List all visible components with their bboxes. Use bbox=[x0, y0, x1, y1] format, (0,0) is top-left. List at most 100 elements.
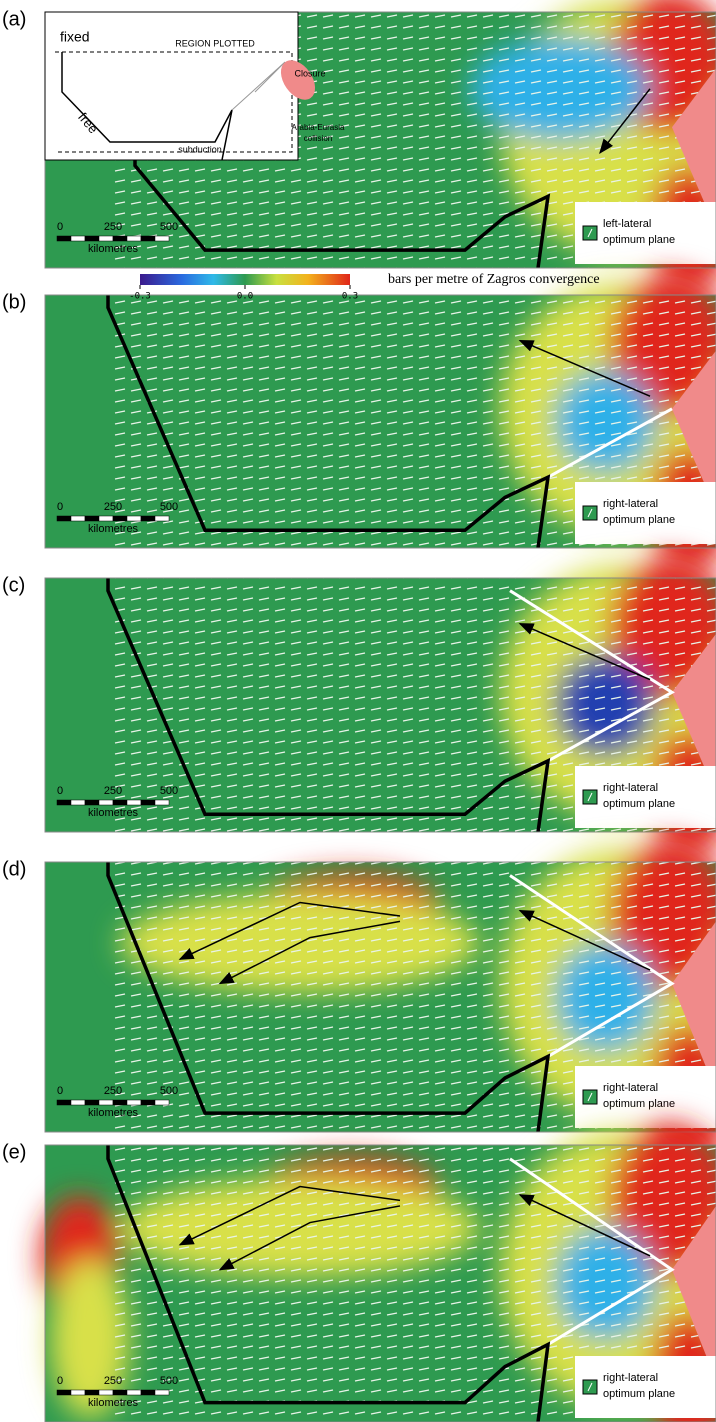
boundary bbox=[106, 1145, 551, 1422]
scale-label: 0 bbox=[57, 1085, 63, 1097]
scale-label: 0 bbox=[57, 785, 63, 797]
scale-segment bbox=[84, 1099, 100, 1106]
scale-segment bbox=[56, 799, 72, 806]
scale-segment bbox=[70, 515, 86, 522]
legend-box bbox=[575, 482, 716, 544]
closure-wedge bbox=[672, 350, 716, 511]
arrow bbox=[178, 901, 401, 960]
scale-label: 250 bbox=[104, 785, 122, 797]
scale-segment bbox=[154, 515, 170, 522]
inset-region bbox=[55, 51, 293, 153]
arrow bbox=[218, 920, 401, 985]
scale-segment bbox=[56, 1389, 72, 1396]
scale-segment bbox=[140, 1099, 156, 1106]
scale-segment bbox=[98, 235, 114, 242]
legend-text: right-lateral bbox=[603, 1372, 658, 1384]
arrow bbox=[599, 88, 651, 154]
scale-segment bbox=[140, 799, 156, 806]
panel-map: right-lateral optimum plane 0 250 500 kilomet… bbox=[40, 1122, 716, 1422]
closure-wedge bbox=[672, 1205, 716, 1381]
scale-segment bbox=[112, 799, 128, 806]
closure-wedge bbox=[672, 921, 716, 1092]
scale-segment bbox=[98, 1099, 114, 1106]
inset-free bbox=[61, 52, 233, 161]
scale-segment bbox=[70, 1099, 86, 1106]
arrow bbox=[518, 909, 651, 971]
scale-segment bbox=[126, 1099, 142, 1106]
fault-white bbox=[547, 407, 673, 479]
inset-text: collision bbox=[304, 134, 332, 143]
scale-segment bbox=[84, 799, 100, 806]
scale-segment bbox=[98, 1389, 114, 1396]
inset-wedge bbox=[280, 60, 316, 100]
scale-segment bbox=[140, 235, 156, 242]
legend-bar bbox=[587, 508, 593, 518]
scale-segment bbox=[154, 235, 170, 242]
scale-segment bbox=[112, 235, 128, 242]
scale-unit: kilometres bbox=[88, 1397, 139, 1409]
scale-segment bbox=[126, 515, 142, 522]
fault-white bbox=[509, 1157, 675, 1346]
scale-segment bbox=[70, 235, 86, 242]
legend-text: right-lateral bbox=[603, 782, 658, 794]
legend-text: optimum plane bbox=[603, 234, 675, 246]
legend-text: left-lateral bbox=[603, 218, 651, 230]
boundary bbox=[133, 152, 551, 269]
scale-segment bbox=[98, 515, 114, 522]
colorbar-label: bars per metre of Zagros convergence bbox=[388, 272, 600, 287]
scale-segment bbox=[56, 515, 72, 522]
panel-label: (e) bbox=[2, 1141, 26, 1163]
panel-map: right-lateral optimum plane 0 250 500 kilomet… bbox=[44, 840, 716, 1159]
scale-segment bbox=[154, 799, 170, 806]
closure-wedge bbox=[672, 633, 716, 794]
fault-white bbox=[509, 874, 675, 1058]
legend-bar bbox=[587, 792, 593, 802]
scale-unit: kilometres bbox=[88, 523, 139, 535]
scale-unit: kilometres bbox=[88, 243, 139, 255]
colorbar-tick-label: 0.3 bbox=[342, 292, 358, 302]
scale-segment bbox=[112, 1389, 128, 1396]
scale-segment bbox=[112, 515, 128, 522]
panel-frame bbox=[44, 577, 716, 833]
panel-label: (d) bbox=[2, 858, 26, 880]
arrow bbox=[218, 1205, 401, 1271]
scale-segment bbox=[126, 1389, 142, 1396]
inset-fault bbox=[231, 61, 286, 111]
scale-label: 0 bbox=[57, 501, 63, 513]
scale-segment bbox=[126, 799, 142, 806]
legend-bar bbox=[587, 228, 593, 238]
scale-segment bbox=[70, 799, 86, 806]
panel-map: right-lateral optimum plane 0 250 500 kilomet… bbox=[44, 557, 716, 858]
scale-segment bbox=[84, 515, 100, 522]
legend-text: optimum plane bbox=[603, 1098, 675, 1110]
scale-label: 500 bbox=[160, 785, 178, 797]
inset-text: subduction bbox=[178, 144, 222, 154]
arrow bbox=[518, 339, 651, 397]
inset-text: REGION PLOTTED bbox=[175, 38, 255, 48]
scale-label: 250 bbox=[104, 1085, 122, 1097]
scale-segment bbox=[154, 1099, 170, 1106]
colorbar bbox=[140, 274, 350, 285]
legend-text: optimum plane bbox=[603, 514, 675, 526]
legend-bar bbox=[587, 1382, 593, 1392]
scale-label: 500 bbox=[160, 221, 178, 233]
legend-text: right-lateral bbox=[603, 498, 658, 510]
legend-box bbox=[575, 202, 716, 264]
panel-frame bbox=[44, 861, 716, 1133]
scale-segment bbox=[98, 799, 114, 806]
inset: fixed REGION PLOTTEDClosuresubductionfree… bbox=[44, 11, 345, 161]
scale-segment bbox=[154, 1389, 170, 1396]
scale-segment bbox=[84, 1389, 100, 1396]
scale-unit: kilometres bbox=[88, 1107, 139, 1119]
panel-frame bbox=[44, 1144, 716, 1422]
inset-text: Arabia-Eurasia bbox=[292, 123, 345, 132]
scale-segment bbox=[70, 1389, 86, 1396]
panel-label: (a) bbox=[2, 8, 26, 30]
fault-white bbox=[509, 589, 675, 763]
scale-segment bbox=[56, 1099, 72, 1106]
arrow bbox=[518, 1194, 651, 1257]
arrow bbox=[178, 1185, 401, 1246]
scale-segment bbox=[140, 1389, 156, 1396]
scale-unit: kilometres bbox=[88, 807, 139, 819]
